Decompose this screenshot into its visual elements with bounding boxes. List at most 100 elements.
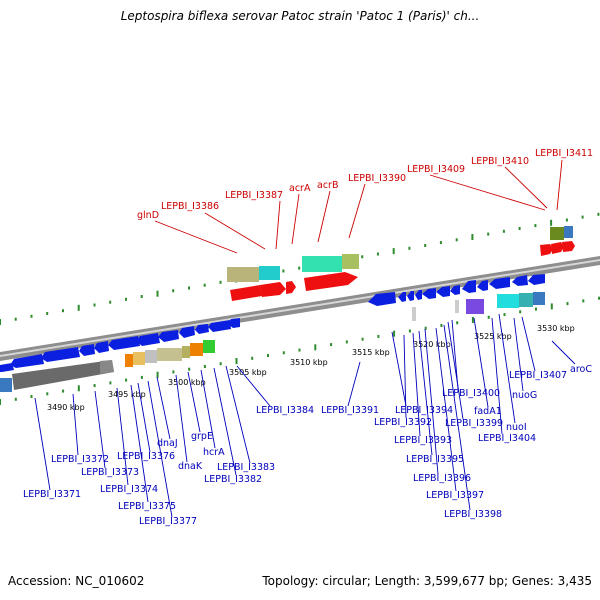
- scale-tick: [30, 314, 33, 318]
- scale-tick: [188, 286, 190, 290]
- plus-strand-leader-line: [429, 174, 546, 211]
- scale-tick: [125, 378, 128, 382]
- scale-tick: [140, 375, 143, 379]
- minus-strand-gene-label[interactable]: LEPBI_I3376: [117, 451, 175, 462]
- minus-strand-gene-label[interactable]: LEPBI_I3404: [478, 433, 536, 444]
- minus-strand-gene-label[interactable]: LEPBI_I3391: [321, 405, 379, 416]
- minus-strand-gene-label[interactable]: LEPBI_I3373: [81, 467, 139, 478]
- minus-strand-leader-line: [473, 317, 489, 408]
- scale-label: 3515 kbp: [352, 348, 390, 357]
- scale-tick: [393, 330, 396, 337]
- minus-strand-gene-label[interactable]: grpE: [191, 431, 213, 442]
- scale-label: 3500 kbp: [168, 378, 206, 387]
- minus-strand-gene-label[interactable]: LEPBI_I3394: [395, 405, 453, 416]
- minus-strand-gene-label[interactable]: LEPBI_I3392: [374, 417, 432, 428]
- scale-tick: [46, 392, 49, 396]
- scale-tick: [503, 313, 506, 317]
- minus-strand-gene-label[interactable]: hcrA: [203, 447, 225, 458]
- minus-strand-gene-label[interactable]: dnaK: [178, 461, 203, 472]
- minus-strand-leader-line: [391, 331, 407, 407]
- minus-strand-gene-label[interactable]: LEPBI_I3407: [509, 370, 567, 381]
- plus-strand-gene-label[interactable]: acrB: [317, 180, 338, 191]
- plus-strand-gene-label[interactable]: LEPBI_I3387: [225, 190, 283, 201]
- scale-tick: [456, 321, 459, 325]
- minus-strand-gene-label[interactable]: LEPBI_I3393: [394, 435, 452, 446]
- plus-strand-gene-label[interactable]: LEPBI_I3409: [407, 164, 465, 175]
- minus-strand-gene-label[interactable]: LEPBI_I3371: [23, 489, 81, 500]
- minus-strand-gene-label[interactable]: fadA1: [474, 406, 502, 417]
- minus-strand-gene-label[interactable]: LEPBI_I3396: [413, 473, 471, 484]
- minus-strand-gene-label[interactable]: LEPBI_I3399: [445, 418, 503, 429]
- scale-tick: [314, 344, 317, 351]
- plus-strand-gene-label[interactable]: glnD: [137, 210, 159, 221]
- scale-tick: [535, 307, 537, 311]
- minus-strand-gene-label[interactable]: nuoG: [512, 390, 537, 401]
- scale-tick: [376, 252, 379, 256]
- scale-tick: [598, 296, 600, 300]
- scale-tick: [565, 218, 568, 222]
- scale-tick: [77, 304, 80, 311]
- minus-strand-leader-line: [213, 367, 237, 476]
- scale-tick: [0, 399, 1, 405]
- plus-strand-gene-label[interactable]: LEPBI_I3386: [161, 201, 219, 212]
- scale-tick: [77, 385, 80, 392]
- minus-strand-leader-line: [513, 317, 524, 392]
- minus-strand-gene-label[interactable]: LEPBI_I3374: [100, 484, 158, 495]
- minus-strand-leader-line: [94, 390, 106, 469]
- minus-strand-gene-label[interactable]: LEPBI_I3397: [426, 490, 484, 501]
- minus-strand-gene-label[interactable]: LEPBI_I3400: [442, 388, 500, 399]
- minus-strand-gene-label[interactable]: LEPBI_I3375: [118, 501, 176, 512]
- minus-strand-leader-line: [156, 376, 171, 440]
- minus-strand-features-right: [368, 274, 545, 321]
- minus-strand-leader-line: [187, 371, 201, 433]
- minus-strand-gene-label[interactable]: LEPBI_I3377: [139, 516, 197, 527]
- label-leader-lines: [34, 159, 576, 518]
- scale-tick: [93, 384, 96, 388]
- minus-strand-gene-label[interactable]: nuoI: [506, 422, 527, 433]
- scale-label: 3505 kbp: [229, 368, 267, 377]
- minus-strand-leader-line: [435, 327, 457, 492]
- minus-strand-gene-label[interactable]: LEPBI_I3384: [256, 405, 314, 416]
- scale-tick: [140, 295, 143, 298]
- minus-strand-gene-label[interactable]: LEPBI_I3383: [217, 462, 275, 473]
- minus-strand-leader-line: [225, 365, 251, 464]
- scale-tick: [282, 351, 285, 355]
- minus-strand-leader-line: [491, 317, 503, 435]
- scale-label: 3510 kbp: [290, 358, 328, 367]
- plus-strand-gene-label[interactable]: LEPBI_I3390: [348, 173, 406, 184]
- scale-tick: [298, 348, 301, 352]
- scale-tick: [203, 283, 206, 287]
- minus-strand-leader-line: [412, 332, 421, 437]
- scale-tick: [267, 354, 269, 357]
- scale-tick: [298, 266, 301, 270]
- minus-strand-leader-line: [130, 384, 149, 503]
- plus-strand-gene-label[interactable]: LEPBI_I3410: [471, 156, 529, 167]
- scale-tick: [46, 312, 49, 315]
- minus-strand-gene-label[interactable]: dnaJ: [157, 438, 178, 449]
- plus-strand-leader-line: [504, 166, 548, 209]
- scale-tick: [172, 370, 175, 374]
- minus-strand-gene-label[interactable]: LEPBI_I3382: [204, 474, 262, 485]
- minus-strand-leader-line: [147, 380, 173, 518]
- minus-strand-leader-line: [116, 387, 129, 486]
- scale-tick: [502, 229, 505, 233]
- scale-tick: [439, 241, 442, 245]
- minus-strand-gene-label[interactable]: LEPBI_I3395: [406, 454, 464, 465]
- plus-strand-leader-line: [317, 190, 331, 243]
- scale-label: 3525 kbp: [474, 332, 512, 341]
- minus-strand-gene-label[interactable]: LEPBI_I3372: [51, 454, 109, 465]
- scale-tick: [0, 319, 1, 325]
- plus-strand-leader-line: [556, 159, 563, 211]
- scale-tick: [440, 324, 443, 327]
- scale-tick: [597, 212, 600, 216]
- scale-tick: [62, 309, 64, 313]
- plus-strand-gene-label[interactable]: LEPBI_I3411: [535, 148, 593, 159]
- scale-tick: [581, 215, 584, 219]
- minus-strand-gene-label[interactable]: LEPBI_I3398: [444, 509, 502, 520]
- scale-tick: [392, 248, 395, 255]
- scale-tick: [14, 317, 17, 321]
- scale-tick: [14, 397, 17, 401]
- plus-strand-gene-label[interactable]: acrA: [289, 183, 311, 194]
- minus-strand-leader-line: [498, 313, 516, 424]
- minus-strand-gene-label[interactable]: aroC: [570, 364, 592, 375]
